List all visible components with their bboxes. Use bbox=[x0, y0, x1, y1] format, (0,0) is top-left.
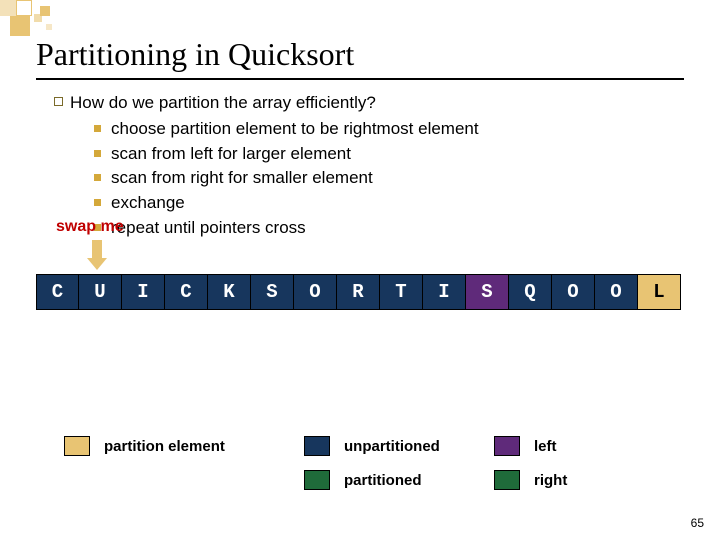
hollow-bullet-icon bbox=[54, 97, 63, 106]
array-cell: O bbox=[294, 274, 337, 310]
slide-decoration bbox=[0, 0, 140, 40]
legend-label: right bbox=[524, 472, 614, 489]
solid-bullet-icon bbox=[94, 174, 101, 181]
array-cell: K bbox=[208, 274, 251, 310]
array-cell: R bbox=[337, 274, 380, 310]
arrow-down-icon bbox=[92, 240, 107, 270]
array-cell: T bbox=[380, 274, 423, 310]
bullet-text: choose partition element to be rightmost… bbox=[111, 117, 479, 142]
legend-label: partitioned bbox=[334, 472, 494, 489]
array-cell: C bbox=[36, 274, 79, 310]
bullet-text: repeat until pointers cross bbox=[111, 216, 306, 241]
bullet-item: scan from left for larger element bbox=[94, 142, 674, 167]
question-row: How do we partition the array efficientl… bbox=[54, 92, 674, 115]
page-number: 65 bbox=[691, 516, 704, 530]
slide-title: Partitioning in Quicksort bbox=[36, 36, 354, 73]
bullet-item: scan from right for smaller element bbox=[94, 166, 674, 191]
title-underline bbox=[36, 78, 684, 80]
bullet-text: scan from right for smaller element bbox=[111, 166, 373, 191]
solid-bullet-icon bbox=[94, 125, 101, 132]
array-cell: L bbox=[638, 274, 681, 310]
solid-bullet-icon bbox=[94, 199, 101, 206]
bullet-list: choose partition element to be rightmost… bbox=[94, 117, 674, 240]
array-cell: U bbox=[79, 274, 122, 310]
bullet-text: scan from left for larger element bbox=[111, 142, 351, 167]
legend-label: partition element bbox=[94, 438, 304, 455]
legend-swatch-green bbox=[494, 470, 520, 490]
bullet-item: choose partition element to be rightmost… bbox=[94, 117, 674, 142]
array-cell: O bbox=[552, 274, 595, 310]
bullet-item: exchange bbox=[94, 191, 674, 216]
question-text: How do we partition the array efficientl… bbox=[70, 92, 376, 115]
legend-swatch-purple bbox=[494, 436, 520, 456]
legend-label: left bbox=[524, 438, 614, 455]
array-visualization: C U I C K S O R T I S Q O O L bbox=[36, 274, 681, 310]
swap-me-label: swap me bbox=[56, 218, 124, 236]
content-block: How do we partition the array efficientl… bbox=[54, 92, 674, 240]
legend: partition element unpartitioned left par… bbox=[64, 436, 614, 490]
bullet-item: repeat until pointers cross bbox=[94, 216, 674, 241]
array-cell: I bbox=[423, 274, 466, 310]
array-cell: S bbox=[466, 274, 509, 310]
legend-swatch-navy bbox=[304, 436, 330, 456]
array-cell: I bbox=[122, 274, 165, 310]
array-cell: C bbox=[165, 274, 208, 310]
legend-swatch-green bbox=[304, 470, 330, 490]
array-cell: O bbox=[595, 274, 638, 310]
legend-swatch-tan bbox=[64, 436, 90, 456]
legend-label: unpartitioned bbox=[334, 438, 494, 455]
bullet-text: exchange bbox=[111, 191, 185, 216]
solid-bullet-icon bbox=[94, 150, 101, 157]
array-cell: S bbox=[251, 274, 294, 310]
array-cell: Q bbox=[509, 274, 552, 310]
